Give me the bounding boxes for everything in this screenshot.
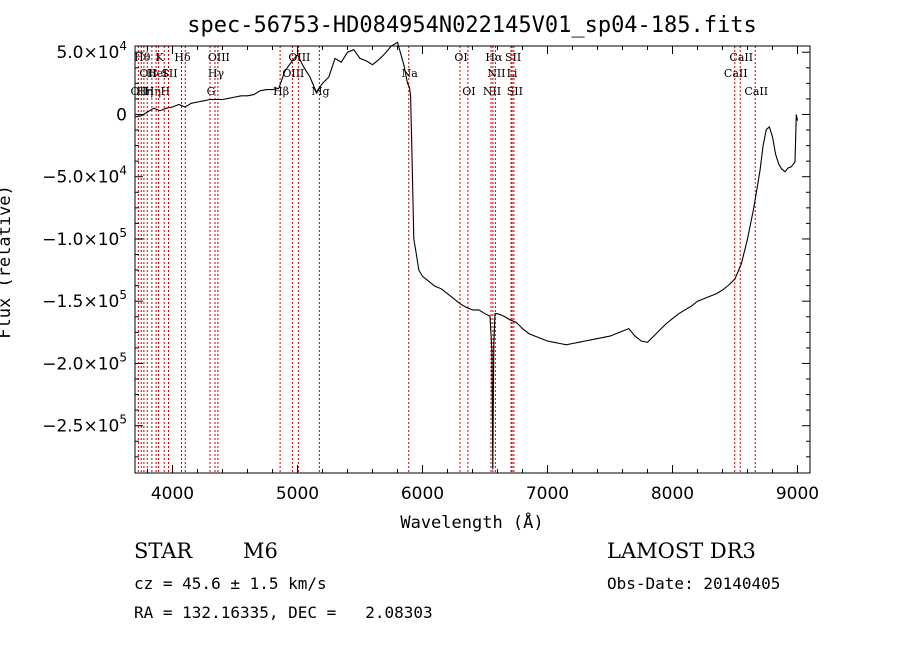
line-marker-label-11: G [207, 85, 216, 98]
line-marker-label-29: CaII [744, 85, 768, 98]
x-tick-label-7000: 7000 [526, 484, 569, 504]
y-axis-label: Flux (relative) [0, 185, 15, 339]
x-tick-label-6000: 6000 [401, 484, 444, 504]
line-marker-label-24: SII [505, 51, 521, 64]
x-tick-label-5000: 5000 [276, 484, 319, 504]
y-tick-label-6: −2.5×105 [42, 413, 127, 437]
line-marker-label-21: NII [483, 85, 501, 98]
line-marker-label-6: K [156, 51, 165, 64]
y-tick-label-5: −2.0×105 [42, 350, 127, 374]
object-subclass: M6 [243, 539, 278, 563]
object-class: STAR [134, 539, 193, 563]
observation-date: Obs-Date: 20140405 [607, 574, 781, 593]
line-marker-label-25: SII [507, 85, 523, 98]
line-marker-label-7: H [160, 85, 170, 98]
line-marker-label-1: Hθ [134, 51, 151, 64]
line-marker-label-26: Li [507, 67, 518, 80]
line-marker-label-22: Hα [485, 51, 503, 64]
line-marker-label-17: Mg [311, 85, 329, 98]
line-marker-label-2: Hη [137, 85, 153, 98]
y-tick-label-2: −5.0×104 [42, 164, 127, 188]
line-marker-label-4: Hη [145, 85, 161, 98]
line-marker-label-15: OIII [282, 67, 304, 80]
line-marker-label-13: OIII [208, 51, 230, 64]
y-tick-label-0: 5.0×104 [56, 39, 127, 63]
survey-name: LAMOST DR3 [607, 539, 756, 563]
plot-frame [134, 45, 811, 474]
line-marker-label-23: NII [487, 67, 505, 80]
line-marker-label-3: OII [139, 67, 157, 80]
y-tick-label-4: −1.5×105 [42, 288, 127, 312]
x-axis-ticks: 4000 5000 6000 7000 8000 9000 [147, 46, 819, 504]
spectrum-series [134, 41, 799, 470]
y-tick-label-1: 0 [116, 105, 127, 125]
y-axis-ticks: 5.0×104 0 −5.0×104 −1.0×105 −1.5×105 −2.0×105… [42, 39, 810, 458]
x-tick-label-8000: 8000 [651, 484, 694, 504]
line-marker-label-28: CaII [729, 51, 753, 64]
x-tick-label-9000: 9000 [776, 484, 819, 504]
line-marker-label-5: HeI [147, 67, 167, 80]
line-marker-label-12: Hγ [208, 67, 225, 80]
x-axis-label: Wavelength (Å) [400, 511, 543, 533]
line-marker-label-20: OI [462, 85, 475, 98]
chart-title: spec-56753-HD084954N022145V01_sp04-185.f… [187, 13, 757, 38]
line-marker-label-27: CaII [724, 67, 748, 80]
y-tick-label-3: −1.0×105 [42, 226, 127, 250]
redshift-text: cz = 45.6 ± 1.5 km/s [134, 574, 327, 593]
line-marker-label-9: Hδ [174, 51, 191, 64]
spectral-line-markers: OIIHθHηOIIHηHeIKHSIIHδGHγOIIIHβOIIIOIIIM… [131, 46, 768, 473]
line-marker-label-19: OI [454, 51, 467, 64]
line-marker-label-14: Hβ [273, 85, 289, 98]
coordinates-text: RA = 132.16335, DEC = 2.08303 [134, 603, 433, 622]
spectrum-line-0 [134, 41, 799, 470]
x-tick-label-4000: 4000 [151, 484, 194, 504]
line-marker-label-8: SII [161, 67, 177, 80]
